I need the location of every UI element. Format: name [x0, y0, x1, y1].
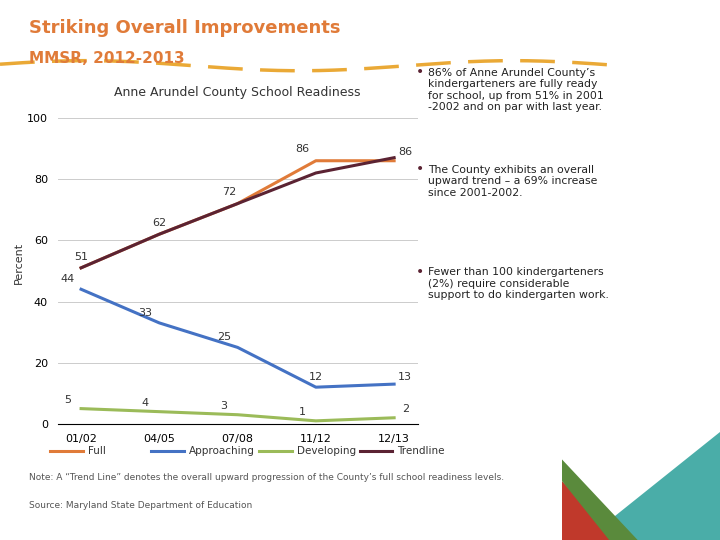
Text: 62: 62 — [152, 218, 166, 228]
Text: 86% of Anne Arundel County’s
kindergarteners are fully ready
for school, up from: 86% of Anne Arundel County’s kindergarte… — [428, 68, 604, 112]
Text: Striking Overall Improvements: Striking Overall Improvements — [29, 19, 341, 37]
Text: •: • — [416, 162, 424, 176]
Polygon shape — [562, 459, 638, 540]
Title: Anne Arundel County School Readiness: Anne Arundel County School Readiness — [114, 86, 361, 99]
Text: Full: Full — [88, 446, 106, 456]
Text: 44: 44 — [60, 274, 74, 285]
Text: 12: 12 — [309, 372, 323, 382]
Text: 86: 86 — [295, 144, 309, 154]
Text: 72: 72 — [222, 187, 236, 197]
Text: 3: 3 — [220, 401, 228, 411]
Text: Approaching: Approaching — [189, 446, 254, 456]
Text: MMSR, 2012-2013: MMSR, 2012-2013 — [29, 51, 184, 66]
Y-axis label: Percent: Percent — [14, 242, 24, 285]
Text: 25: 25 — [217, 333, 231, 342]
Text: Fewer than 100 kindergarteners
(2%) require considerable
support to do kindergar: Fewer than 100 kindergarteners (2%) requ… — [428, 267, 609, 300]
Text: Developing: Developing — [297, 446, 356, 456]
Text: Source: Maryland State Department of Education: Source: Maryland State Department of Edu… — [29, 501, 252, 510]
Text: 33: 33 — [138, 308, 153, 318]
Text: 13: 13 — [398, 372, 413, 382]
Text: •: • — [416, 265, 424, 279]
Text: 51: 51 — [74, 252, 88, 261]
Text: Trendline: Trendline — [397, 446, 445, 456]
Text: The County exhibits an overall
upward trend – a 69% increase
since 2001-2002.: The County exhibits an overall upward tr… — [428, 165, 598, 198]
Text: 86: 86 — [398, 147, 413, 157]
Text: 5: 5 — [63, 395, 71, 405]
Text: 4: 4 — [142, 398, 149, 408]
Text: 1: 1 — [299, 407, 305, 417]
Text: Note: A “Trend Line” denotes the overall upward progression of the County’s full: Note: A “Trend Line” denotes the overall… — [29, 472, 504, 482]
Polygon shape — [562, 481, 617, 540]
Text: •: • — [416, 65, 424, 79]
Polygon shape — [585, 432, 720, 540]
Text: 2: 2 — [402, 404, 409, 414]
